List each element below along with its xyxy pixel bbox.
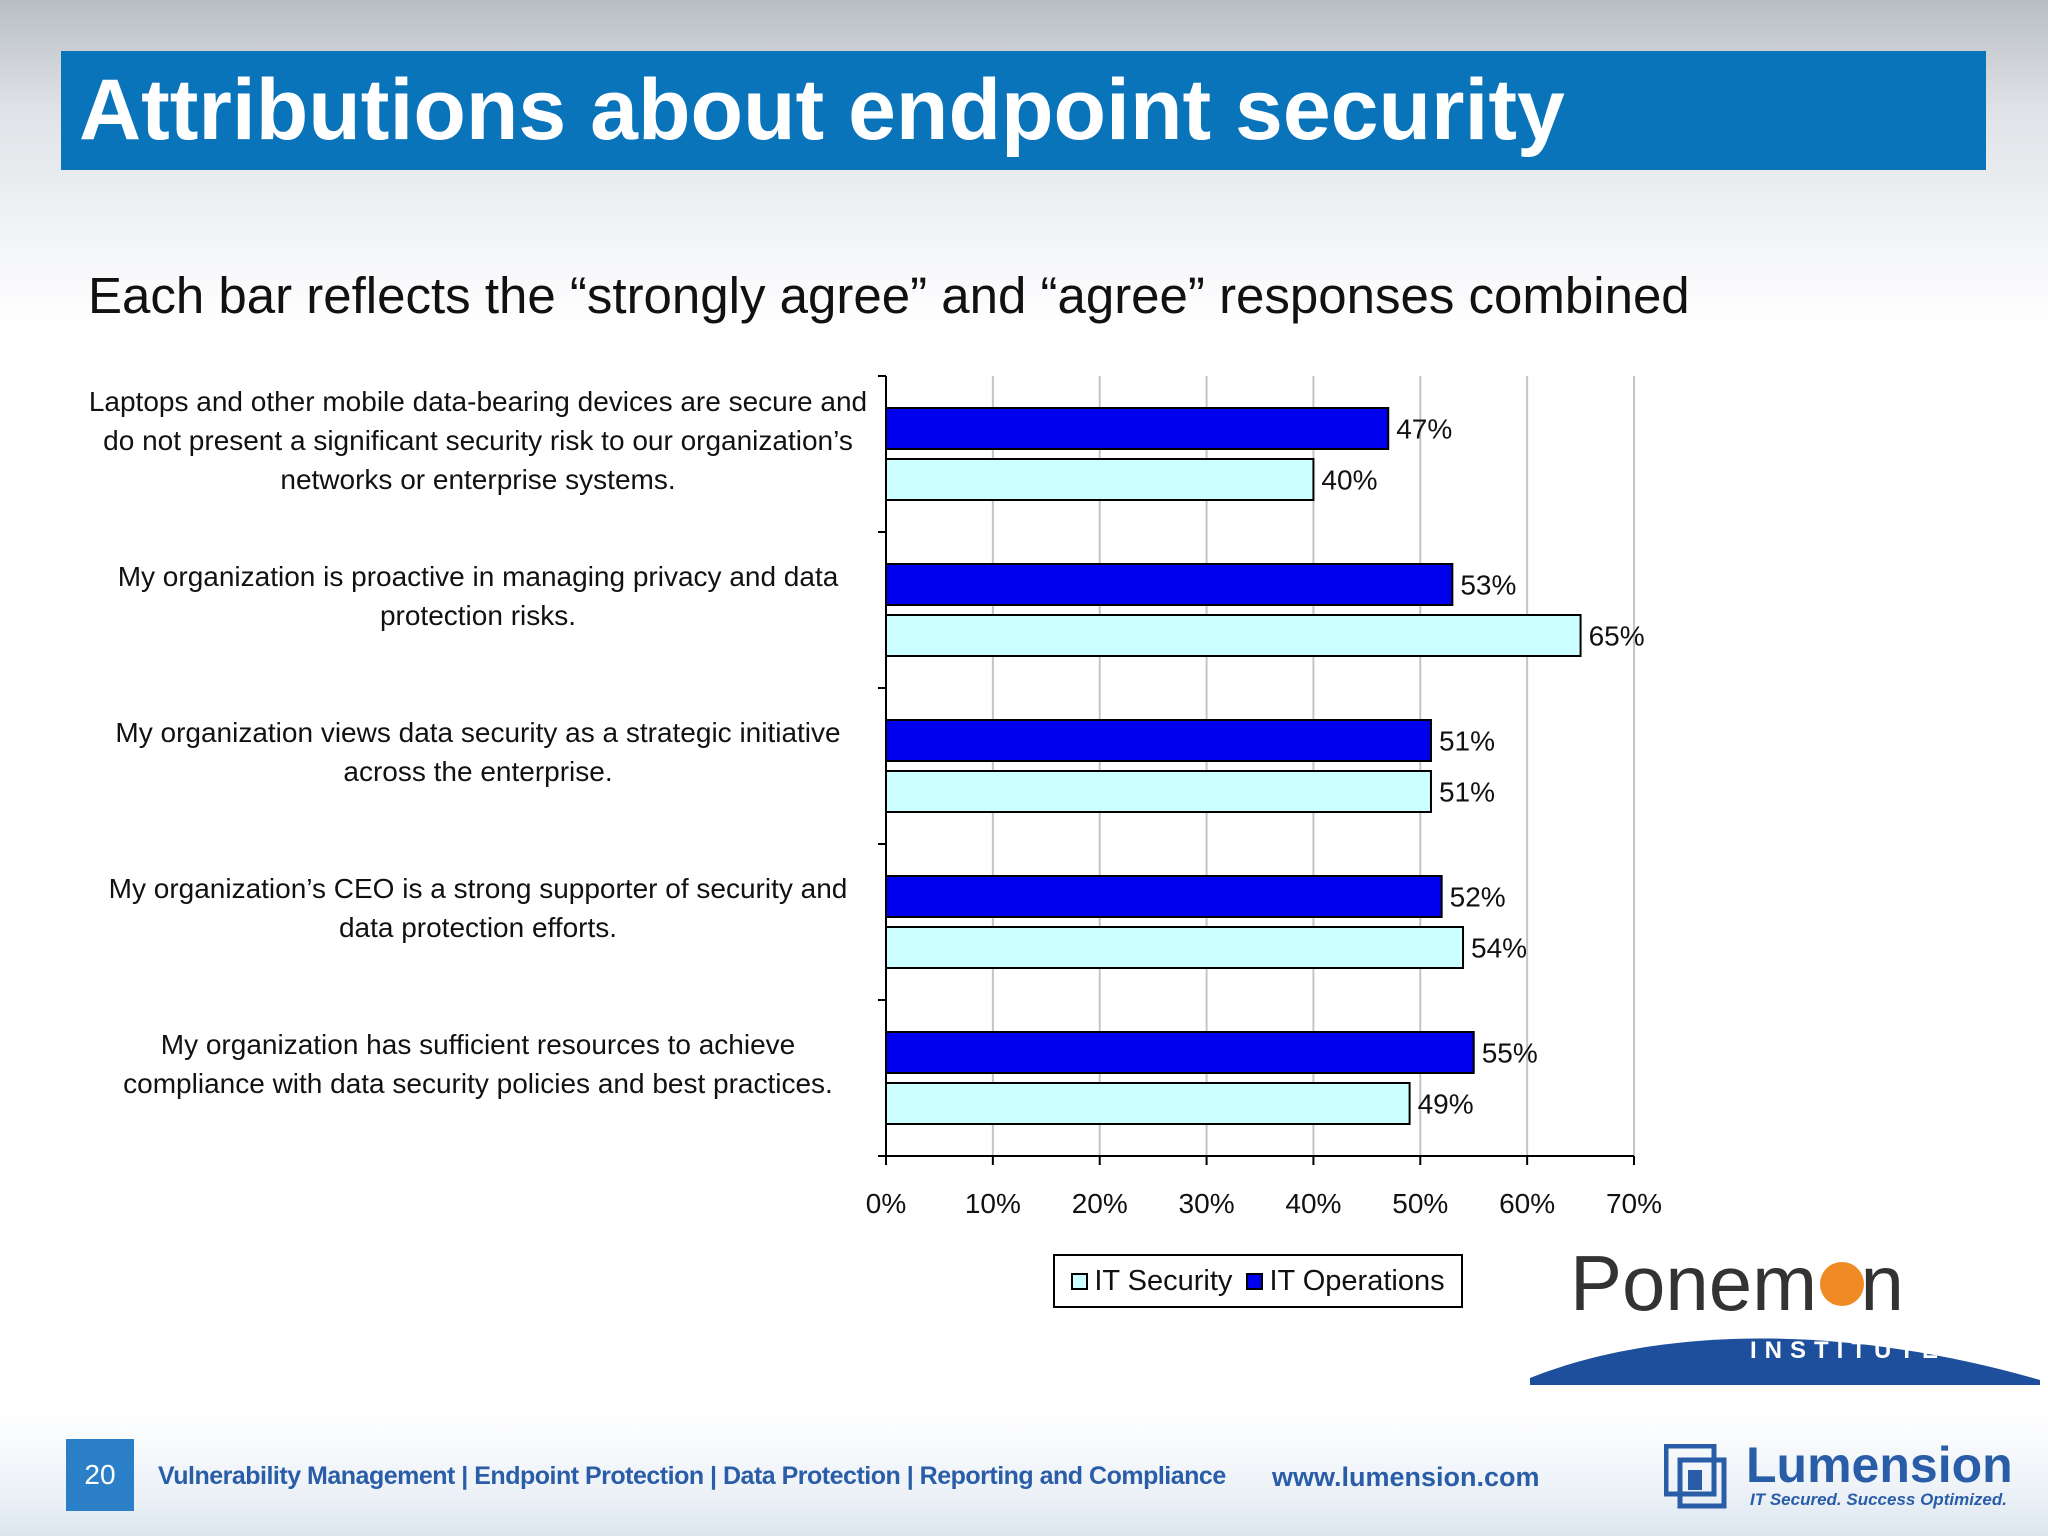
x-tick-label: 60%: [1499, 1188, 1555, 1219]
footer-band: [0, 1412, 2048, 1536]
legend-label-it-operations: IT Operations: [1269, 1264, 1445, 1297]
x-tick-label: 20%: [1072, 1188, 1128, 1219]
category-label: My organization is proactive in managing…: [117, 561, 839, 631]
x-tick-label: 50%: [1392, 1188, 1448, 1219]
title-bar: Attributions about endpoint security: [61, 51, 1986, 170]
legend-swatch-it-operations: [1246, 1272, 1264, 1290]
lumension-wordmark: Lumension: [1746, 1437, 2013, 1493]
category-label: My organization views data security as a…: [115, 717, 841, 787]
data-label: 52%: [1450, 882, 1506, 913]
bar-chart: 0% 10% 20% 30% 40% 50% 60% 70% 47% 40% 53% 65% 51% 51…: [866, 375, 1662, 1219]
bar: [885, 719, 1432, 762]
data-label: 40%: [1321, 465, 1377, 496]
x-tick-label: 70%: [1606, 1188, 1662, 1219]
data-label: 65%: [1589, 621, 1645, 652]
legend-label-it-security: IT Security: [1094, 1264, 1233, 1297]
bar: [885, 875, 1443, 918]
data-label: 55%: [1482, 1038, 1538, 1069]
page-title: Attributions about endpoint security: [79, 62, 1565, 158]
bar: [885, 1082, 1411, 1125]
footer-links: Vulnerability Management | Endpoint Prot…: [158, 1462, 1226, 1490]
bar: [885, 458, 1315, 501]
ponemon-tagline: INSTITUTE: [1750, 1337, 1946, 1364]
data-label: 53%: [1460, 570, 1516, 601]
page-number: 20: [66, 1439, 134, 1511]
legend-swatch-it-security: [1071, 1272, 1089, 1290]
bar: [885, 926, 1465, 969]
bar: [885, 563, 1454, 606]
chart-subtitle: Each bar reflects the “strongly agree” a…: [88, 267, 1690, 324]
data-label: 51%: [1439, 726, 1495, 757]
data-label: 51%: [1439, 777, 1495, 808]
bar: [885, 770, 1432, 813]
bar: [885, 1031, 1475, 1074]
category-label: My organization has sufficient resources…: [123, 1029, 833, 1099]
legend-item-it-operations: IT Operations: [1246, 1264, 1445, 1298]
data-label: 49%: [1418, 1089, 1474, 1120]
ponemon-logo: Ponemon INSTITUTE: [1530, 1240, 2040, 1385]
ponemon-sun-icon: [1820, 1262, 1864, 1306]
lumension-tagline: IT Secured. Success Optimized.: [1750, 1490, 2007, 1509]
x-tick-label: 40%: [1285, 1188, 1341, 1219]
x-tick-label: 30%: [1179, 1188, 1235, 1219]
bar: [885, 614, 1582, 657]
data-label: 54%: [1471, 933, 1527, 964]
chart-legend: IT Security IT Operations: [1053, 1254, 1463, 1308]
category-label: Laptops and other mobile data-bearing de…: [88, 385, 868, 495]
data-label: 47%: [1396, 414, 1452, 445]
ponemon-wordmark: Ponemon: [1570, 1240, 1904, 1327]
x-tick-label: 0%: [866, 1188, 906, 1219]
footer-url[interactable]: www.lumension.com: [1272, 1462, 1540, 1492]
category-label: My organization’s CEO is a strong suppor…: [108, 873, 848, 943]
lumension-logo-icon: [1664, 1444, 1727, 1509]
legend-item-it-security: IT Security: [1071, 1265, 1232, 1298]
bar: [885, 407, 1390, 450]
x-tick-label: 10%: [965, 1188, 1021, 1219]
